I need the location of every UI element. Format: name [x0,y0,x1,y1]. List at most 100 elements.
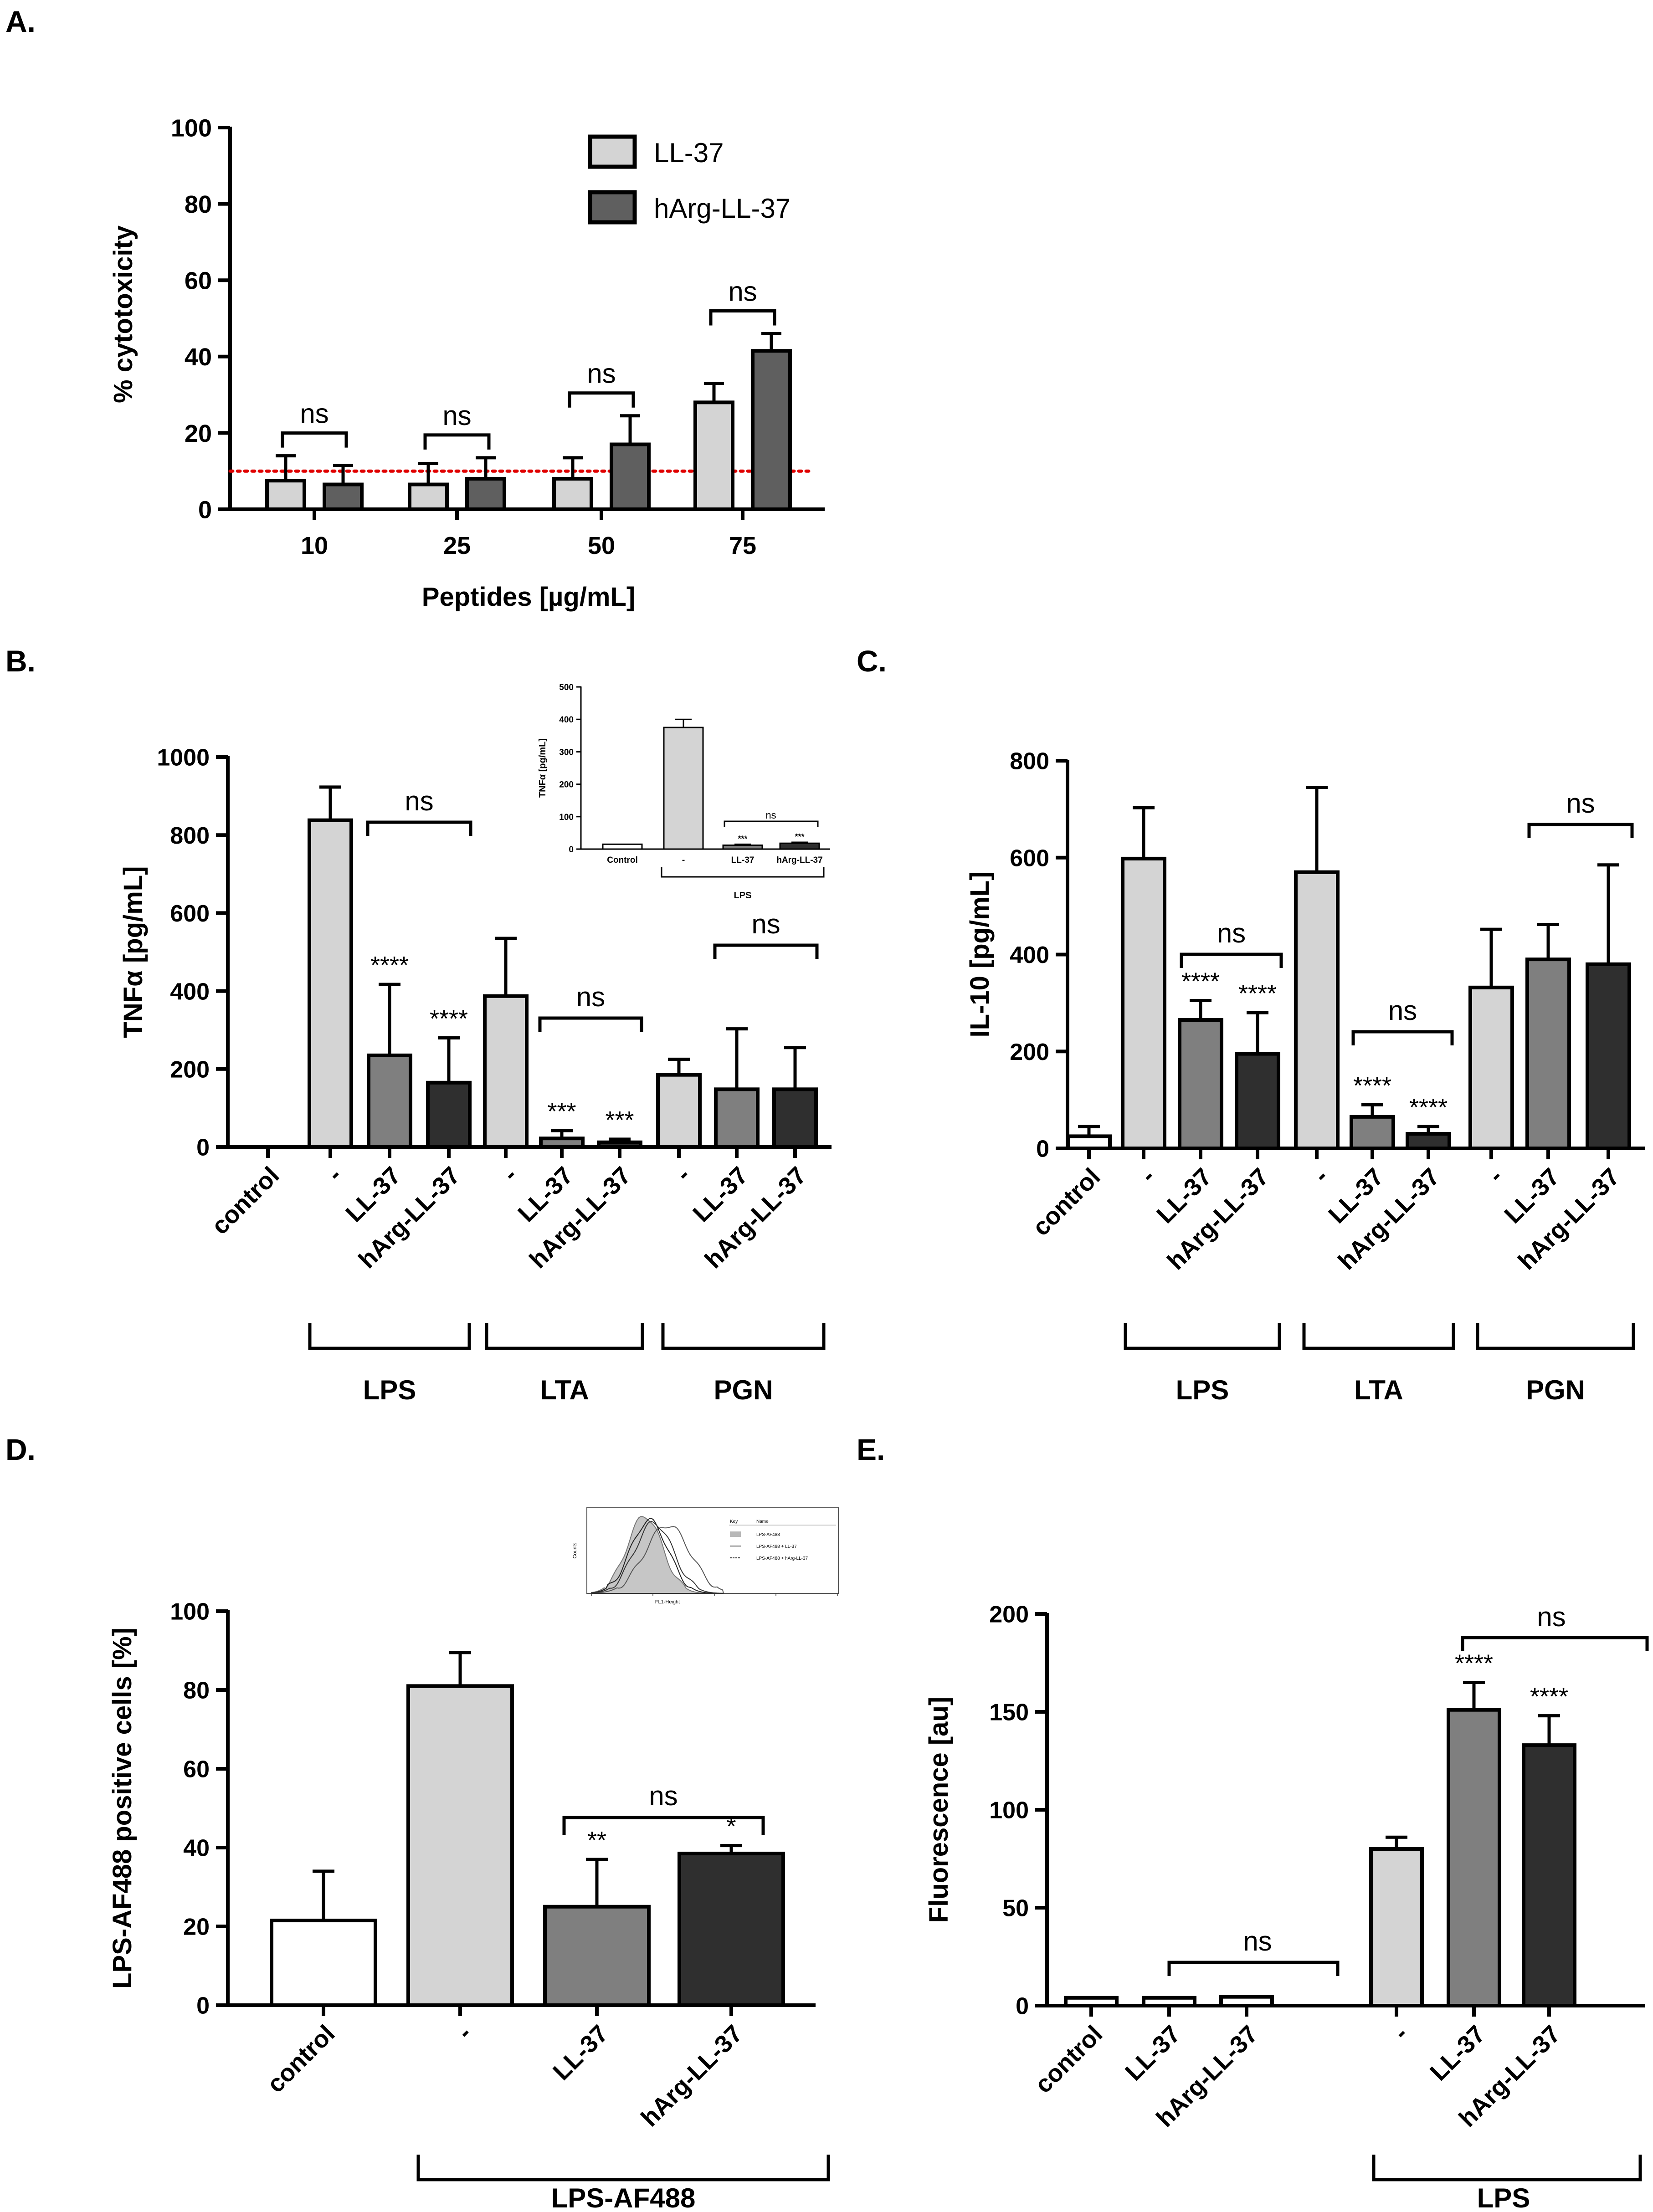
bar [1178,1018,1223,1150]
bar [1447,1708,1501,2007]
significance-stars: *** [605,1106,634,1134]
significance-bracket [568,391,635,408]
group-bracket [1476,1323,1635,1350]
x-tick-label: 25 [443,532,471,559]
inset-legend-label: LPS-AF488 + hArg-LL-37 [756,1556,808,1561]
group-label: PGN [714,1375,773,1405]
significance-stars: **** [370,952,409,979]
y-tick-label: 50 [1002,1895,1029,1922]
x-tick-label: 50 [588,532,615,559]
inset-legend-header: Name [756,1519,769,1524]
inset-y-tick-label: 0 [569,845,574,855]
y-tick-label: 100 [170,1599,210,1625]
inset-x-tick-label: Control [607,855,638,865]
inset-histogram [591,1521,724,1594]
significance-label: ns [649,1781,678,1811]
y-tick-label: 40 [185,343,212,371]
legend-label: LL-37 [654,138,724,168]
group-bracket [1124,1323,1281,1350]
y-tick-label: 0 [196,1135,210,1161]
significance-stars: **** [1238,980,1277,1007]
bar [270,1919,377,2007]
significance-stars: **** [1181,968,1220,995]
bar [678,1851,785,2007]
significance-stars: **** [1409,1094,1448,1121]
panel-label: B. [5,644,36,678]
y-tick-label: 0 [1016,1993,1029,2020]
bar [597,1140,642,1149]
bar [408,482,449,512]
group-bracket [661,1323,826,1350]
significance-label: ns [728,276,757,307]
bar [1219,1995,1274,2007]
y-tick-label: 20 [183,1914,210,1941]
legend-label: hArg-LL-37 [654,193,791,224]
significance-label: ns [1243,1926,1272,1956]
y-tick-label: 60 [185,267,212,295]
legend-swatch [588,134,637,169]
significance-bracket [423,433,491,450]
significance-stars: **** [1530,1683,1568,1710]
inset-group-bracket [661,867,825,878]
bar [483,994,529,1149]
group-label: LPS-AF488 [551,2183,696,2212]
inset-y-axis-title: Counts [572,1542,578,1558]
bar [751,349,792,511]
y-tick-label: 150 [989,1700,1029,1726]
inset-y-tick-label: 200 [559,780,574,790]
bar [1350,1115,1395,1150]
significance-label: ns [576,982,605,1012]
group-label: LTA [540,1375,589,1405]
x-tick-label: 75 [729,532,756,559]
y-axis-title: Fluorescence [au] [924,1697,954,1923]
inset-y-tick-label: 300 [559,748,574,757]
inset-significance-stars: *** [738,834,747,843]
panel-label: A. [5,5,36,38]
significance-bracket [366,820,472,836]
significance-stars: **** [1353,1072,1391,1099]
x-axis-title: Peptides [µg/mL] [422,582,635,612]
bar [1066,1134,1112,1150]
panel-label: C. [857,644,887,678]
x-tick-label: 10 [301,532,328,559]
inset-legend-key [730,1531,741,1537]
y-tick-label: 600 [1010,845,1049,871]
y-tick-label: 100 [989,1797,1029,1824]
significance-bracket [1180,952,1283,968]
inset-significance-bracket [724,820,819,827]
bar [714,1087,760,1149]
significance-label: ns [405,786,433,816]
significance-bracket [538,1016,643,1032]
significance-label: ns [1388,995,1417,1026]
inset-legend-label: LPS-AF488 + LL-37 [756,1544,797,1549]
significance-bracket [1527,823,1634,838]
y-tick-label: 20 [185,420,212,447]
y-tick-label: 800 [1010,748,1049,775]
panel-b-tnfa-inset-chart: 0 100 200 300 400 500 TNFα [pg/mL] Control - LL-3… [538,683,830,901]
significance-label: ns [442,400,471,431]
significance-bracket [713,943,819,959]
group-bracket [416,2155,830,2181]
significance-label: ns [751,909,780,939]
inset-bar [602,843,643,850]
y-tick-label: 400 [170,978,210,1005]
significance-bracket [1167,1961,1340,1976]
y-tick-label: 0 [196,1993,210,2019]
bar [1522,1743,1576,2008]
inset-y-tick-label: 400 [559,715,574,725]
group-label: LPS [1176,1375,1229,1405]
inset-x-tick-label: hArg-LL-37 [776,855,822,865]
bar [465,476,506,511]
inset-x-tick-label: LL-37 [731,855,755,865]
inset-significance-stars: *** [795,832,804,841]
bar [426,1080,472,1149]
inset-group-label: LPS [734,891,752,901]
inset-histogram [591,1518,724,1594]
significance-stars: **** [430,1005,468,1032]
bar [1121,856,1166,1150]
y-tick-label: 60 [183,1756,210,1783]
panel-a-cytotoxicity-chart: A. 0 20 40 60 80 100 % cytotoxicity Peptides [µg… [5,5,825,612]
bar [308,818,353,1149]
